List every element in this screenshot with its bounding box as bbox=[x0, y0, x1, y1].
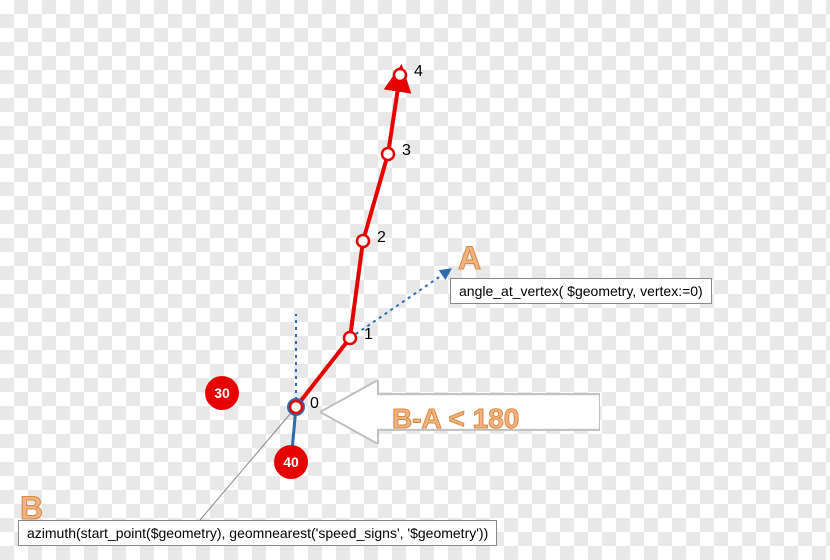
vertex-marker bbox=[357, 235, 369, 247]
vertex-marker bbox=[290, 401, 302, 413]
polyline-segment bbox=[363, 154, 388, 241]
marker-letter-b: B bbox=[20, 490, 43, 527]
vertex-marker bbox=[382, 148, 394, 160]
callout-angle-at-vertex: angle_at_vertex( $geometry, vertex:=0) bbox=[450, 278, 712, 304]
inequality-text: B-A < 180 bbox=[392, 403, 519, 435]
vertex-label: 4 bbox=[414, 63, 423, 81]
vertex-marker bbox=[394, 69, 406, 81]
polyline-segment bbox=[388, 75, 400, 154]
marker-letter-a: A bbox=[458, 240, 481, 277]
vertex-label: 2 bbox=[377, 229, 386, 247]
badge-40: 40 bbox=[274, 445, 308, 479]
diagram-canvas: B-A < 180 A B angle_at_vertex( $geometry… bbox=[0, 0, 830, 560]
badge-30: 30 bbox=[205, 376, 239, 410]
vertex-label: 3 bbox=[402, 142, 411, 160]
vertex-label: 1 bbox=[364, 326, 373, 344]
vertex-label: 0 bbox=[310, 395, 319, 413]
vertex-marker bbox=[344, 332, 356, 344]
callout-azimuth: azimuth(start_point($geometry), geomnear… bbox=[18, 520, 497, 546]
polyline-segment bbox=[350, 241, 363, 338]
